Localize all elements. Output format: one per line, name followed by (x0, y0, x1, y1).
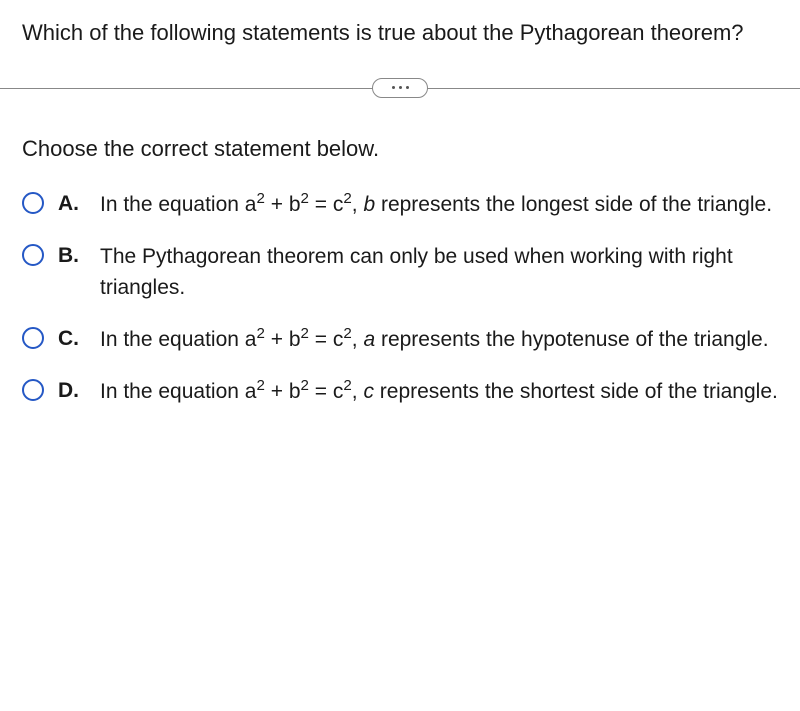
question-text: Which of the following statements is tru… (22, 18, 778, 48)
option-a-text: In the equation a2 + b2 = c2, b represen… (100, 190, 772, 220)
option-d-letter: D. (58, 379, 86, 403)
option-d[interactable]: D. In the equation a2 + b2 = c2, c repre… (22, 377, 778, 407)
radio-b[interactable] (22, 244, 44, 266)
option-a[interactable]: A. In the equation a2 + b2 = c2, b repre… (22, 190, 778, 220)
radio-c[interactable] (22, 327, 44, 349)
option-b-text: The Pythagorean theorem can only be used… (100, 242, 778, 303)
options-group: A. In the equation a2 + b2 = c2, b repre… (22, 190, 778, 408)
option-c-letter: C. (58, 327, 86, 351)
instruction-text: Choose the correct statement below. (22, 136, 778, 162)
radio-a[interactable] (22, 192, 44, 214)
radio-d[interactable] (22, 379, 44, 401)
divider (22, 76, 778, 100)
option-a-letter: A. (58, 192, 86, 216)
option-b[interactable]: B. The Pythagorean theorem can only be u… (22, 242, 778, 303)
option-b-letter: B. (58, 244, 86, 268)
option-c[interactable]: C. In the equation a2 + b2 = c2, a repre… (22, 325, 778, 355)
option-d-text: In the equation a2 + b2 = c2, c represen… (100, 377, 778, 407)
option-c-text: In the equation a2 + b2 = c2, a represen… (100, 325, 769, 355)
expand-pill[interactable] (372, 78, 428, 98)
